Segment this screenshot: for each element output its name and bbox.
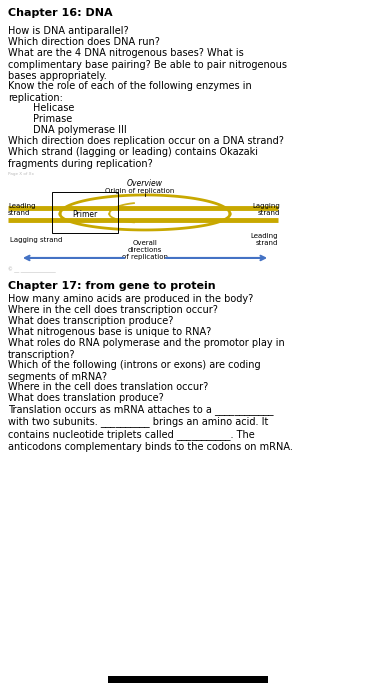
Text: Where in the cell does transcription occur?: Where in the cell does transcription occ… <box>8 305 218 315</box>
Text: Leading
strand: Leading strand <box>8 204 35 216</box>
Text: Which direction does DNA run?: Which direction does DNA run? <box>8 37 160 47</box>
Text: Lagging
strand: Lagging strand <box>252 204 280 216</box>
Bar <box>52 192 118 233</box>
Text: Translation occurs as mRNA attaches to a ____________
with two subunits. _______: Translation occurs as mRNA attaches to a… <box>8 404 293 452</box>
Text: How many amino acids are produced in the body?: How many amino acids are produced in the… <box>8 294 253 304</box>
Text: Chapter 16: DNA: Chapter 16: DNA <box>8 8 113 18</box>
Text: Overall
directions
of replication: Overall directions of replication <box>122 240 168 260</box>
Text: What does translation produce?: What does translation produce? <box>8 393 164 403</box>
Text: Leading
strand: Leading strand <box>250 233 278 246</box>
Text: Page X of Xx: Page X of Xx <box>8 172 34 176</box>
Text: Know the role of each of the following enzymes in
replication:: Know the role of each of the following e… <box>8 81 252 103</box>
Text: DNA polymerase III: DNA polymerase III <box>8 125 127 135</box>
Text: Overview: Overview <box>127 179 163 188</box>
Text: Which direction does replication occur on a DNA strand?: Which direction does replication occur o… <box>8 136 284 146</box>
Text: Origin of replication: Origin of replication <box>105 188 175 194</box>
Text: © __ ______________: © __ ______________ <box>8 267 56 273</box>
Text: What nitrogenous base is unique to RNA?: What nitrogenous base is unique to RNA? <box>8 327 211 337</box>
Text: Primer: Primer <box>72 211 98 220</box>
Text: Helicase: Helicase <box>8 103 74 113</box>
Text: What roles do RNA polymerase and the promotor play in
transcription?: What roles do RNA polymerase and the pro… <box>8 338 285 360</box>
Text: Where in the cell does translation occur?: Where in the cell does translation occur… <box>8 382 208 392</box>
Bar <box>108 676 268 683</box>
Text: Lagging strand: Lagging strand <box>10 237 62 243</box>
Text: Which of the following (introns or exons) are coding
segments of mRNA?: Which of the following (introns or exons… <box>8 360 261 382</box>
Text: How is DNA antiparallel?: How is DNA antiparallel? <box>8 26 129 36</box>
Text: Which strand (lagging or leading) contains Okazaki
fragments during replication?: Which strand (lagging or leading) contai… <box>8 147 258 168</box>
Text: Primase: Primase <box>8 114 72 124</box>
Text: What does transcription produce?: What does transcription produce? <box>8 316 173 326</box>
Text: Chapter 17: from gene to protein: Chapter 17: from gene to protein <box>8 281 215 291</box>
Text: What are the 4 DNA nitrogenous bases? What is
complimentary base pairing? Be abl: What are the 4 DNA nitrogenous bases? Wh… <box>8 48 287 81</box>
